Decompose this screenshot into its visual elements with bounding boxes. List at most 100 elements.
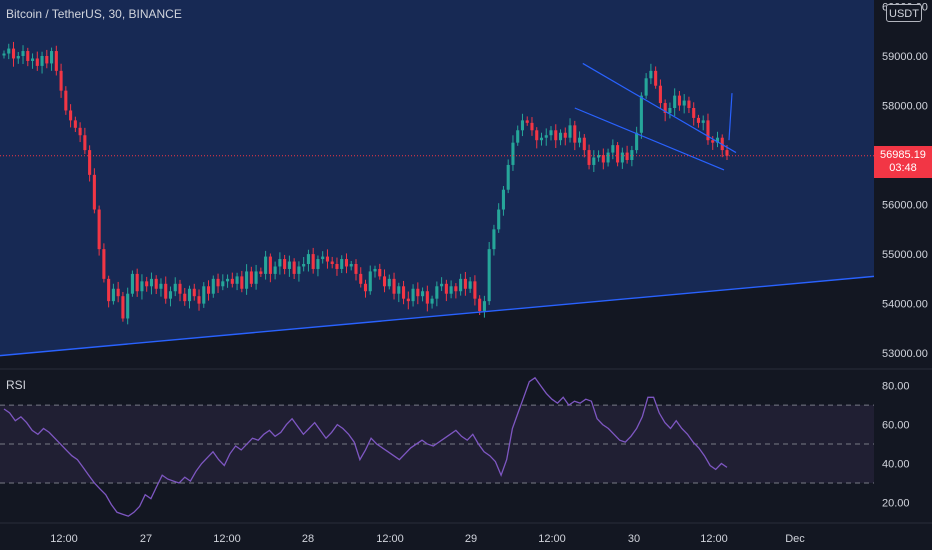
candle-body[interactable] [592, 157, 596, 165]
candle-body[interactable] [658, 85, 662, 104]
candle-body[interactable] [168, 291, 173, 299]
candle-body[interactable] [715, 137, 720, 143]
drawings-layer[interactable] [0, 62, 875, 357]
candle-body[interactable] [206, 286, 211, 294]
candle-body[interactable] [35, 58, 39, 66]
candle-body[interactable] [344, 259, 349, 267]
candle-body[interactable] [359, 273, 363, 284]
candle-body[interactable] [392, 278, 396, 294]
candle-body[interactable] [73, 120, 77, 128]
candle-body[interactable] [563, 132, 567, 138]
wedge-upper-line[interactable] [582, 62, 737, 154]
candle-body[interactable] [287, 261, 291, 269]
candle-body[interactable] [135, 273, 139, 292]
candle-body[interactable] [692, 108, 696, 118]
candle-body[interactable] [430, 298, 434, 304]
candle-body[interactable] [240, 276, 244, 289]
candle-body[interactable] [606, 152, 610, 163]
candle-body[interactable] [197, 296, 201, 304]
candle-body[interactable] [587, 150, 591, 165]
candle-body[interactable] [202, 286, 206, 304]
candle-body[interactable] [92, 174, 96, 210]
candle-body[interactable] [478, 298, 482, 312]
candle-body[interactable] [130, 273, 134, 294]
candle-body[interactable] [387, 278, 391, 287]
candle-body[interactable] [292, 261, 296, 274]
candle-body[interactable] [554, 130, 558, 141]
candle-body[interactable] [178, 283, 182, 294]
candle-body[interactable] [459, 278, 463, 292]
candle-body[interactable] [487, 249, 491, 302]
candle-body[interactable] [78, 127, 82, 136]
candle-body[interactable] [406, 298, 410, 302]
candle-body[interactable] [316, 259, 320, 269]
candle-body[interactable] [221, 281, 225, 287]
candle-body[interactable] [706, 120, 710, 141]
candle-body[interactable] [126, 293, 130, 319]
candle-body[interactable] [259, 271, 263, 274]
candle-body[interactable] [245, 271, 249, 289]
candle-body[interactable] [254, 271, 258, 284]
candle-body[interactable] [601, 155, 605, 163]
candle-body[interactable] [544, 135, 548, 138]
candle-body[interactable] [654, 70, 658, 86]
candle-body[interactable] [183, 293, 187, 302]
candle-body[interactable] [192, 288, 196, 297]
candle-body[interactable] [525, 120, 529, 123]
candle-body[interactable] [635, 132, 639, 151]
candle-body[interactable] [40, 56, 44, 66]
candle-body[interactable] [116, 288, 120, 297]
candle-body[interactable] [283, 259, 287, 269]
candle-body[interactable] [7, 48, 11, 54]
candle-body[interactable] [302, 264, 306, 267]
candle-body[interactable] [216, 278, 220, 287]
candle-body[interactable] [506, 164, 510, 190]
candle-body[interactable] [16, 56, 20, 59]
candle-body[interactable] [145, 281, 149, 287]
candle-body[interactable] [711, 140, 715, 143]
rsi-indicator-label[interactable]: RSI [6, 378, 27, 392]
candle-body[interactable] [325, 256, 329, 262]
candle-body[interactable] [107, 278, 111, 302]
candle-body[interactable] [21, 51, 25, 56]
candle-body[interactable] [463, 278, 467, 289]
candle-body[interactable] [378, 268, 382, 277]
candle-body[interactable] [121, 296, 125, 319]
candle-body[interactable] [468, 281, 472, 289]
rsi-line[interactable] [3, 376, 728, 517]
candle-body[interactable] [677, 95, 681, 106]
candle-body[interactable] [102, 249, 106, 279]
candle-body[interactable] [701, 120, 705, 123]
candle-body[interactable] [492, 229, 496, 250]
candle-body[interactable] [368, 271, 372, 292]
candle-body[interactable] [30, 58, 35, 61]
candle-body[interactable] [382, 276, 387, 287]
candle-body[interactable] [549, 130, 553, 136]
candle-body[interactable] [11, 48, 16, 59]
candle-body[interactable] [625, 152, 629, 160]
candle-body[interactable] [402, 286, 406, 299]
candle-body[interactable] [573, 125, 577, 143]
candle-body[interactable] [568, 125, 572, 138]
candle-body[interactable] [306, 254, 310, 264]
candle-body[interactable] [363, 283, 368, 292]
candle-body[interactable] [187, 288, 192, 302]
candle-body[interactable] [516, 130, 520, 143]
candle-body[interactable] [111, 288, 115, 302]
candle-body[interactable] [230, 278, 234, 284]
candle-body[interactable] [321, 256, 325, 260]
candle-body[interactable] [663, 103, 667, 113]
candlestick-series[interactable] [2, 41, 729, 325]
candle-body[interactable] [649, 70, 653, 79]
candle-body[interactable] [416, 288, 420, 297]
candle-body[interactable] [644, 78, 648, 96]
candle-body[interactable] [539, 137, 544, 141]
candle-body[interactable] [578, 137, 582, 143]
candle-body[interactable] [682, 100, 686, 106]
candle-body[interactable] [454, 286, 458, 292]
candle-body[interactable] [725, 150, 729, 156]
candle-body[interactable] [630, 150, 634, 160]
candle-body[interactable] [558, 132, 563, 141]
candle-body[interactable] [311, 254, 315, 269]
candle-body[interactable] [140, 281, 144, 292]
